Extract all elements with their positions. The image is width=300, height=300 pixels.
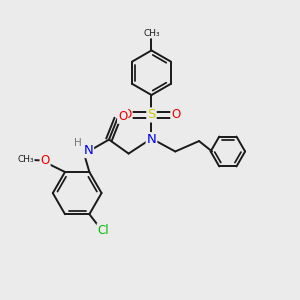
Text: Cl: Cl <box>98 224 109 237</box>
Text: N: N <box>83 144 93 157</box>
Text: O: O <box>122 108 132 122</box>
Text: S: S <box>147 108 156 122</box>
Text: O: O <box>118 110 127 123</box>
Text: CH₃: CH₃ <box>17 155 34 164</box>
Text: N: N <box>147 133 156 146</box>
Text: O: O <box>171 108 181 122</box>
Text: H: H <box>74 138 82 148</box>
Text: CH₃: CH₃ <box>143 29 160 38</box>
Text: O: O <box>40 154 50 166</box>
